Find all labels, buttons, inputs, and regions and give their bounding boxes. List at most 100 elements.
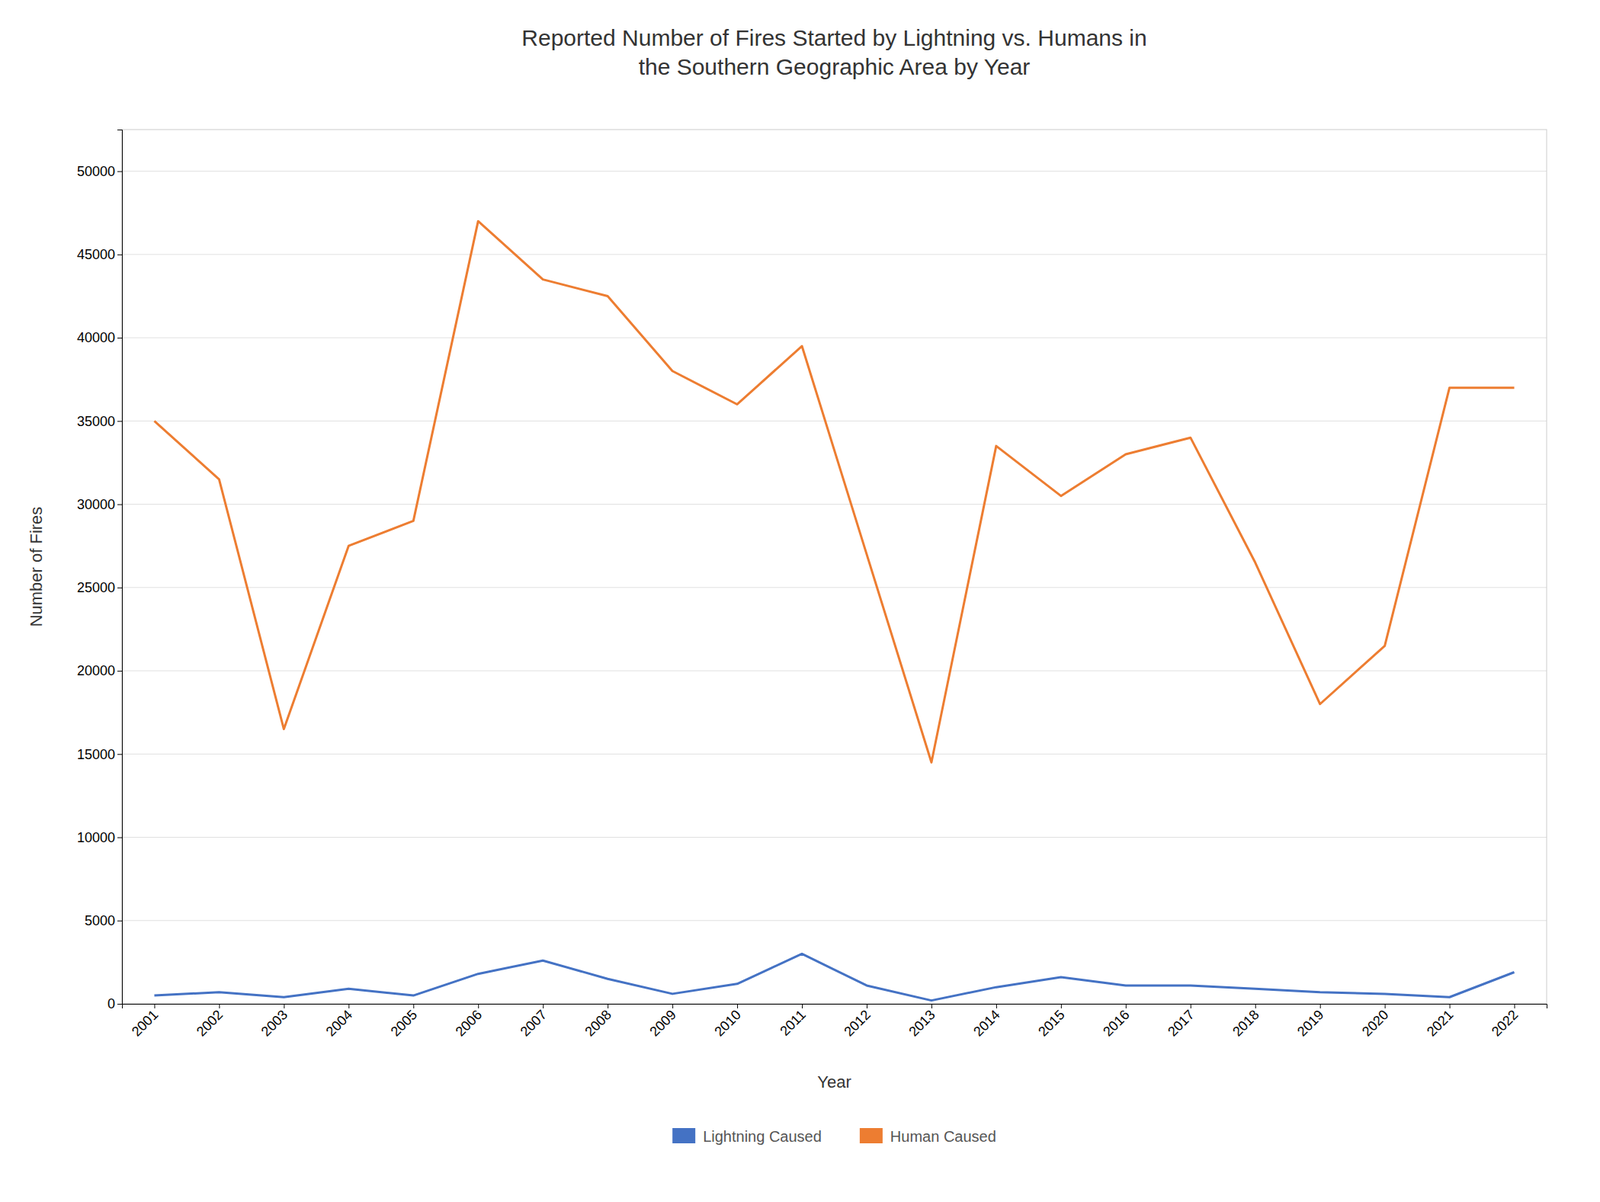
y-tick-mark xyxy=(117,837,122,839)
legend-item: Human Caused xyxy=(859,1128,997,1145)
x-axis-title: Year xyxy=(817,1072,851,1092)
x-tick-mark xyxy=(413,1003,414,1009)
x-tick-mark xyxy=(1320,1003,1322,1009)
y-tick: 35000 xyxy=(76,413,122,430)
x-tick: 2004 xyxy=(323,1003,356,1040)
plot-frame xyxy=(121,129,1547,1004)
x-tick-label: 2006 xyxy=(452,1006,485,1039)
y-tick: 30000 xyxy=(76,496,122,513)
grid-line xyxy=(121,753,1547,755)
y-tick-mark xyxy=(117,420,122,422)
grid-line xyxy=(121,920,1547,921)
x-tick-label: 2022 xyxy=(1488,1006,1521,1039)
y-tick-label: 30000 xyxy=(76,496,116,513)
x-tick: 2008 xyxy=(582,1003,615,1040)
x-tick: 2011 xyxy=(776,1003,809,1039)
title: Reported Number of Fires Started by Ligh… xyxy=(521,25,1147,80)
x-tick-label: 2003 xyxy=(258,1006,291,1039)
legend-item: Lightning Caused xyxy=(672,1128,822,1145)
y-tick-label: 5000 xyxy=(84,913,116,929)
x-tick: 2020 xyxy=(1359,1003,1392,1040)
legend-swatch xyxy=(859,1128,883,1144)
x-axis: 2001 2002 2003 2004 2005 2006 2007 2008 2009 2010… xyxy=(122,1003,1548,1040)
legend-label: Human Caused xyxy=(890,1128,997,1145)
y-tick-label: 25000 xyxy=(76,580,116,596)
x-tick: 2010 xyxy=(711,1003,744,1040)
y-tick-mark xyxy=(117,504,122,506)
legend-label: Lightning Caused xyxy=(702,1128,822,1145)
legend: Lightning Caused Human Caused xyxy=(672,1128,997,1145)
x-tick-mark xyxy=(1255,1003,1257,1009)
x-tick-mark xyxy=(542,1003,544,1009)
x-tick-mark xyxy=(996,1003,998,1009)
x-tick-mark xyxy=(1449,1003,1451,1009)
x-tick: 2005 xyxy=(387,1003,421,1040)
x-tick-label: 2016 xyxy=(1099,1006,1132,1039)
x-axis-line xyxy=(122,1004,1548,1010)
y-tick-mark xyxy=(117,254,122,256)
x-tick: 2019 xyxy=(1294,1003,1327,1040)
x-tick-label: 2010 xyxy=(711,1006,744,1039)
x-tick-mark xyxy=(477,1003,479,1009)
title-line: the Southern Geographic Area by Year xyxy=(638,54,1031,80)
x-tick-mark xyxy=(607,1003,609,1009)
y-tick-label: 10000 xyxy=(76,830,116,846)
y-axis-title: Number of Fires xyxy=(26,506,46,628)
y-tick-mark xyxy=(117,587,122,589)
x-tick: 2012 xyxy=(840,1003,873,1040)
y-tick-mark xyxy=(117,920,122,922)
y-tick: 20000 xyxy=(76,663,122,679)
y-tick-label: 50000 xyxy=(76,163,116,180)
x-tick-mark xyxy=(348,1003,350,1009)
y-tick-mark xyxy=(117,670,122,672)
x-tick-label: 2007 xyxy=(517,1006,550,1039)
y-tick-mark xyxy=(117,171,122,173)
lines xyxy=(153,221,1514,1001)
x-tick-label: 2011 xyxy=(776,1006,809,1039)
legend-swatch xyxy=(672,1128,696,1144)
series-line xyxy=(153,221,1514,763)
x-tick-label: 2001 xyxy=(128,1006,161,1039)
x-tick-label: 2009 xyxy=(647,1006,680,1039)
x-tick: 2016 xyxy=(1099,1003,1132,1040)
x-tick-label: 2005 xyxy=(387,1006,421,1039)
x-tick-mark xyxy=(672,1003,674,1009)
grid-line xyxy=(121,170,1547,172)
y-tick-mark xyxy=(117,1003,122,1005)
x-tick: 2015 xyxy=(1035,1003,1068,1040)
y-tick: 10000 xyxy=(76,830,122,846)
grid-line xyxy=(121,503,1547,505)
x-tick-mark xyxy=(218,1003,220,1009)
y-tick-mark xyxy=(117,337,122,339)
grid-line xyxy=(121,420,1547,422)
grid xyxy=(121,171,1547,1004)
y-tick: 40000 xyxy=(76,330,122,346)
y-tick-label: 40000 xyxy=(76,330,116,346)
x-tick: 2017 xyxy=(1164,1003,1197,1040)
x-tick: 2022 xyxy=(1488,1003,1521,1040)
x-tick-label: 2004 xyxy=(323,1006,356,1039)
y-tick-label: 20000 xyxy=(76,663,116,679)
x-tick-mark xyxy=(1190,1003,1192,1009)
y-tick-mark xyxy=(117,753,122,755)
x-tick: 2002 xyxy=(193,1003,226,1040)
grid-line xyxy=(121,836,1547,838)
x-tick: 2007 xyxy=(517,1003,550,1040)
plot: 2001 2002 2003 2004 2005 2006 2007 2008 2009 2010… xyxy=(76,129,1548,1040)
grid-line xyxy=(121,670,1547,672)
y-tick: 25000 xyxy=(76,580,122,596)
x-tick-mark xyxy=(737,1003,738,1009)
x-tick-label: 2017 xyxy=(1164,1006,1197,1039)
y-tick: 15000 xyxy=(76,747,122,763)
x-tick: 2018 xyxy=(1229,1003,1262,1040)
x-tick-mark xyxy=(801,1003,803,1009)
grid-line xyxy=(121,337,1547,339)
x-tick: 2009 xyxy=(647,1003,680,1040)
x-tick-label: 2012 xyxy=(840,1006,873,1039)
x-tick: 2001 xyxy=(128,1003,161,1040)
title-line: Reported Number of Fires Started by Ligh… xyxy=(521,25,1147,51)
grid-line xyxy=(121,253,1547,255)
x-tick: 2013 xyxy=(905,1003,938,1040)
x-tick-mark xyxy=(1385,1003,1386,1009)
x-tick-label: 2015 xyxy=(1035,1006,1068,1039)
